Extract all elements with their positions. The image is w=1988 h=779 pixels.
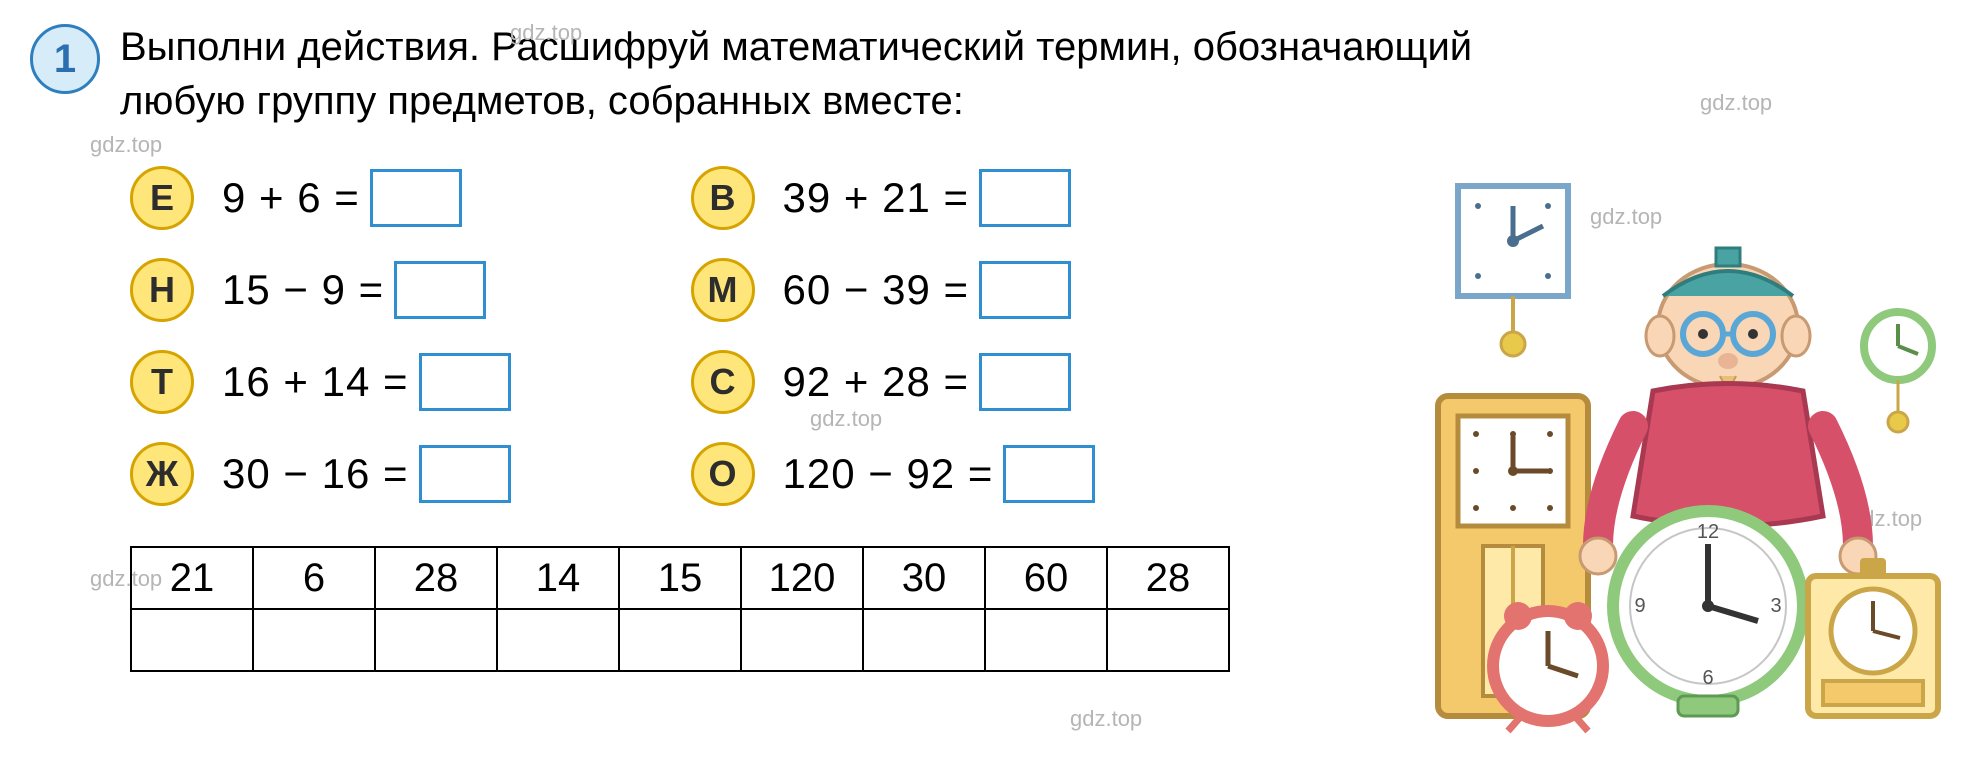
alarm-clock-icon — [1493, 602, 1603, 731]
equation-row: Т 16 + 14 = — [130, 350, 511, 414]
table-cell-blank[interactable] — [131, 609, 253, 671]
answer-box[interactable] — [419, 445, 511, 503]
answer-box[interactable] — [370, 169, 462, 227]
equation-row: Е 9 + 6 = — [130, 166, 511, 230]
equation-row: Н 15 − 9 = — [130, 258, 511, 322]
equation-row: С 92 + 28 = — [691, 350, 1096, 414]
big-clock-icon: 12 3 6 9 — [1613, 511, 1803, 716]
letter-badge: Ж — [130, 442, 194, 506]
table-cell: 15 — [619, 547, 741, 609]
equation-text: 60 − 39 = — [783, 266, 970, 314]
table-cell: 6 — [253, 547, 375, 609]
problem-number-circle: 1 — [30, 24, 100, 94]
watermark: gdz.top — [1700, 90, 1772, 116]
watermark: gdz.top — [90, 566, 162, 592]
letter-badge: Н — [130, 258, 194, 322]
problem-number: 1 — [54, 37, 76, 82]
watermark: gdz.top — [810, 406, 882, 432]
table-cell-blank[interactable] — [1107, 609, 1229, 671]
table-cell: 28 — [1107, 547, 1229, 609]
instruction-text: Выполни действия. Расшифруй математическ… — [120, 20, 1472, 128]
equation-text: 30 − 16 = — [222, 450, 409, 498]
table-header-row: 21 6 28 14 15 120 30 60 28 — [131, 547, 1229, 609]
box-clock-icon — [1808, 558, 1938, 716]
equation-row: М 60 − 39 = — [691, 258, 1096, 322]
table-blank-row — [131, 609, 1229, 671]
small-clock-icon — [1864, 312, 1932, 432]
table-cell-blank[interactable] — [375, 609, 497, 671]
letter-badge: Т — [130, 350, 194, 414]
equation-text: 9 + 6 = — [222, 174, 360, 222]
answer-box[interactable] — [419, 353, 511, 411]
clockmaker-illustration: 12 3 6 9 — [1428, 176, 1948, 736]
watermark: gdz.top — [1070, 706, 1142, 732]
equations-right-column: В 39 + 21 = М 60 − 39 = С 92 + 28 = О 12… — [691, 166, 1096, 506]
equation-row: О 120 − 92 = — [691, 442, 1096, 506]
answer-box[interactable] — [394, 261, 486, 319]
equation-text: 16 + 14 = — [222, 358, 409, 406]
watermark-top: gdz.top — [510, 20, 582, 46]
table-cell: 30 — [863, 547, 985, 609]
instruction-line2: любую группу предметов, собранных вместе… — [120, 79, 964, 123]
equation-row: Ж 30 − 16 = — [130, 442, 511, 506]
wall-clock-icon — [1458, 186, 1568, 356]
letter-badge: С — [691, 350, 755, 414]
table-cell-blank[interactable] — [619, 609, 741, 671]
equation-row: В 39 + 21 = — [691, 166, 1096, 230]
letter-badge: О — [691, 442, 755, 506]
table-cell: 60 — [985, 547, 1107, 609]
equation-text: 15 − 9 = — [222, 266, 384, 314]
letter-badge: В — [691, 166, 755, 230]
table-cell-blank[interactable] — [863, 609, 985, 671]
answer-box[interactable] — [979, 261, 1071, 319]
equation-text: 92 + 28 = — [783, 358, 970, 406]
equation-text: 39 + 21 = — [783, 174, 970, 222]
equations-block: Е 9 + 6 = Н 15 − 9 = Т 16 + 14 = Ж 30 − … — [130, 166, 1230, 506]
answer-box[interactable] — [979, 169, 1071, 227]
equations-left-column: Е 9 + 6 = Н 15 − 9 = Т 16 + 14 = Ж 30 − … — [130, 166, 511, 506]
table-cell: 14 — [497, 547, 619, 609]
table-cell: 120 — [741, 547, 863, 609]
letter-badge: Е — [130, 166, 194, 230]
answer-box[interactable] — [1003, 445, 1095, 503]
table-cell-blank[interactable] — [985, 609, 1107, 671]
answer-table: 21 6 28 14 15 120 30 60 28 — [130, 546, 1230, 672]
letter-badge: М — [691, 258, 755, 322]
instruction-line1: Выполни действия. Расшифруй математическ… — [120, 25, 1472, 69]
svg-text:3: 3 — [1770, 595, 1781, 617]
table-cell-blank[interactable] — [741, 609, 863, 671]
answer-box[interactable] — [979, 353, 1071, 411]
answer-table-area: 21 6 28 14 15 120 30 60 28 — [130, 546, 1230, 672]
watermark: gdz.top — [90, 132, 162, 158]
table-cell-blank[interactable] — [497, 609, 619, 671]
svg-text:9: 9 — [1634, 595, 1645, 617]
equation-text: 120 − 92 = — [783, 450, 994, 498]
table-cell-blank[interactable] — [253, 609, 375, 671]
svg-text:6: 6 — [1702, 667, 1713, 689]
table-cell: 28 — [375, 547, 497, 609]
svg-text:12: 12 — [1697, 521, 1719, 543]
